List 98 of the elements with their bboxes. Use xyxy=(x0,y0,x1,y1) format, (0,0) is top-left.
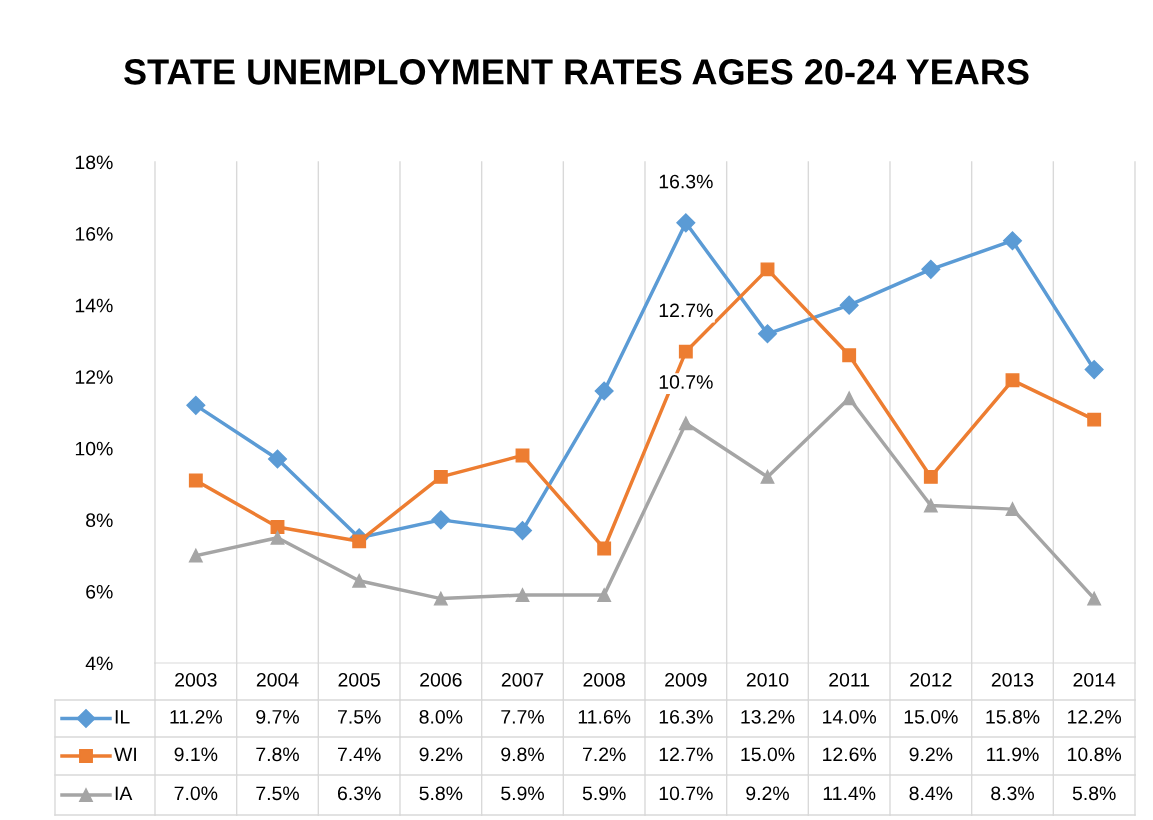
data-label: 11.4% xyxy=(823,786,876,801)
y-tick-label: 4% xyxy=(85,656,113,671)
data-label: 7.8% xyxy=(256,747,299,762)
point xyxy=(188,473,203,488)
data-label: 7.5% xyxy=(256,786,299,801)
annotation: 12.7% xyxy=(659,303,713,318)
point xyxy=(678,344,693,359)
point xyxy=(515,588,530,602)
point xyxy=(597,541,612,556)
y-tick-label: 10% xyxy=(75,441,113,456)
data-label: 10.7% xyxy=(659,786,713,801)
point xyxy=(433,469,448,484)
x-tick-label: 2014 xyxy=(1073,672,1116,687)
x-tick-label: 2012 xyxy=(910,672,952,687)
point xyxy=(842,348,857,363)
point xyxy=(1002,231,1023,251)
data-label: 9.7% xyxy=(256,709,299,724)
y-tick-label: 12% xyxy=(75,370,113,384)
chart-title: STATE UNEMPLOYMENT RATES AGES 20-24 YEARS xyxy=(124,59,1029,85)
y-tick-label: 14% xyxy=(75,298,113,313)
data-label: 10.8% xyxy=(1068,747,1122,762)
data-label: 7.0% xyxy=(174,786,218,801)
point xyxy=(678,416,693,431)
point xyxy=(352,573,367,588)
data-label: 9.2% xyxy=(909,747,953,762)
data-label: 8.4% xyxy=(909,786,953,801)
point xyxy=(515,448,530,463)
point xyxy=(760,469,775,484)
point xyxy=(352,534,367,549)
legend-label: WI xyxy=(114,747,136,762)
point xyxy=(188,548,203,563)
data-label: 11.2% xyxy=(170,709,222,724)
x-tick-label: 2003 xyxy=(175,672,217,687)
data-label: 15.8% xyxy=(986,709,1040,724)
point xyxy=(594,381,614,401)
point xyxy=(676,213,696,233)
y-tick-label: 6% xyxy=(86,584,113,599)
data-label: 12.7% xyxy=(659,747,713,762)
point xyxy=(1005,373,1020,388)
data-label: 16.3% xyxy=(659,709,713,724)
data-label: 9.2% xyxy=(419,747,463,762)
point xyxy=(1087,412,1102,427)
x-tick-label: 2006 xyxy=(420,672,462,687)
data-label: 14.0% xyxy=(823,709,877,724)
data-label: 7.5% xyxy=(338,710,381,724)
point xyxy=(270,530,285,545)
data-label: 11.9% xyxy=(987,747,1039,762)
data-label: 9.1% xyxy=(174,747,218,762)
y-tick-label: 16% xyxy=(75,227,113,241)
x-tick-label: 2007 xyxy=(501,672,544,687)
data-label: 12.2% xyxy=(1068,709,1122,724)
point xyxy=(842,391,857,406)
data-label: 8.3% xyxy=(991,786,1034,801)
point xyxy=(1087,591,1102,606)
data-label: 13.2% xyxy=(741,709,795,724)
data-label: 15.0% xyxy=(741,747,795,762)
x-tick-label: 2010 xyxy=(746,672,789,687)
x-tick-label: 2013 xyxy=(991,672,1034,687)
data-label: 8.0% xyxy=(419,709,463,724)
x-tick-label: 2009 xyxy=(665,672,707,687)
point xyxy=(923,498,938,513)
point xyxy=(921,259,941,279)
point xyxy=(923,469,938,484)
annotation: 16.3% xyxy=(659,174,713,189)
data-label: 12.6% xyxy=(823,747,877,762)
x-tick-label: 2011 xyxy=(829,672,870,687)
data-label: 9.2% xyxy=(746,786,789,801)
x-tick-label: 2008 xyxy=(583,672,625,687)
y-tick-label: 18% xyxy=(75,155,113,170)
annotation: 10.7% xyxy=(659,375,713,389)
data-label: 5.9% xyxy=(501,786,544,801)
data-label: 9.8% xyxy=(501,747,544,762)
point xyxy=(597,588,612,602)
point xyxy=(267,449,288,469)
x-tick-label: 2004 xyxy=(256,672,299,687)
point xyxy=(512,521,533,541)
data-label: 7.2% xyxy=(583,747,626,762)
point xyxy=(431,510,451,530)
point xyxy=(186,395,206,415)
data-label: 5.9% xyxy=(582,786,626,801)
data-label: 5.8% xyxy=(1072,786,1116,801)
data-label: 7.4% xyxy=(338,747,381,762)
point xyxy=(1084,360,1104,380)
data-label: 6.3% xyxy=(338,786,381,801)
legend-label: IL xyxy=(115,710,130,724)
x-tick-label: 2005 xyxy=(338,672,380,687)
point xyxy=(839,295,859,315)
point xyxy=(433,591,448,606)
legend-label: IA xyxy=(115,786,133,801)
point xyxy=(757,324,778,344)
y-tick-label: 8% xyxy=(86,513,113,528)
data-label: 7.7% xyxy=(501,710,544,724)
point xyxy=(1005,502,1020,517)
data-label: 11.6% xyxy=(578,709,631,724)
data-label: 5.8% xyxy=(419,786,463,801)
data-label: 15.0% xyxy=(904,709,958,724)
point xyxy=(270,520,285,534)
point xyxy=(760,262,775,277)
